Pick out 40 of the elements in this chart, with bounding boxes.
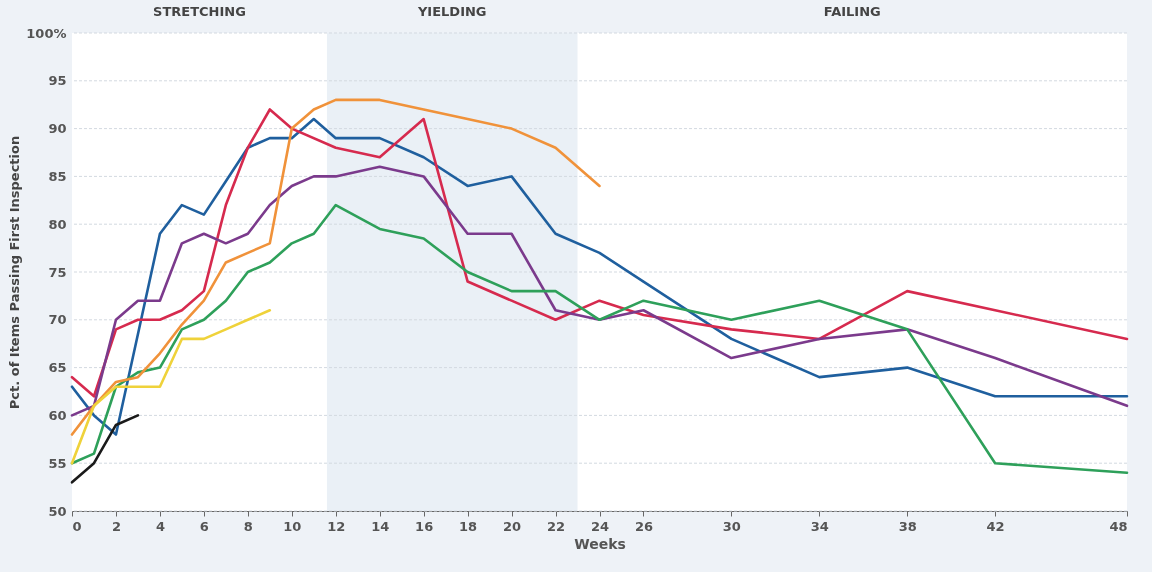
x-tick-label: 16 — [415, 518, 434, 534]
y-tick-label: 85 — [48, 168, 67, 184]
text: FAILING — [823, 4, 881, 19]
x-tick-label: 22 — [546, 518, 566, 534]
x-tick-label: 26 — [634, 518, 654, 534]
x-tick-label: 6 — [199, 518, 209, 534]
band-label: YIELDING — [416, 4, 487, 19]
y-tick-label: 65 — [48, 360, 67, 376]
y-tick-label: 55 — [48, 455, 67, 471]
x-tick-label: 34 — [810, 518, 829, 534]
y-tick-label: 70 — [48, 312, 67, 328]
line-series — [70, 414, 140, 484]
x-tick-label: 0 — [72, 518, 82, 534]
x-tick-label: 38 — [898, 518, 917, 534]
x-tick-label: 20 — [503, 518, 522, 534]
y-tick-label: 90 — [48, 121, 67, 137]
x-tick-label: 18 — [459, 518, 478, 534]
line-series — [70, 203, 1129, 475]
line-series — [70, 308, 272, 465]
y-tick-label: 75 — [48, 264, 67, 280]
x-tick-label: 24 — [590, 518, 610, 534]
y-tick-label: 80 — [48, 216, 67, 232]
x-tick-label: 12 — [327, 518, 346, 534]
x-tick-label: 48 — [1109, 518, 1128, 534]
y-tick-label: 60 — [48, 407, 67, 423]
x-tick-label: 42 — [986, 518, 1005, 534]
y-tick-label: 50 — [48, 503, 67, 519]
x-tick-label: 14 — [371, 518, 390, 534]
y-tick-label: 95 — [48, 73, 67, 89]
x-tick-label: 30 — [722, 518, 741, 534]
line-series — [70, 165, 1129, 417]
x-tick-label: 4 — [155, 518, 165, 534]
y-tick-label: 100% — [26, 25, 67, 41]
x-tick-label: 10 — [283, 518, 302, 534]
x-tick-label: 8 — [243, 518, 253, 534]
x-axis-title: Weeks — [574, 535, 626, 552]
line-series — [70, 98, 601, 436]
x-tick-label: 2 — [111, 518, 121, 534]
text: STRETCHING — [153, 4, 246, 19]
y-axis-title: Pct. of Items Passing First Inspection — [7, 135, 23, 410]
